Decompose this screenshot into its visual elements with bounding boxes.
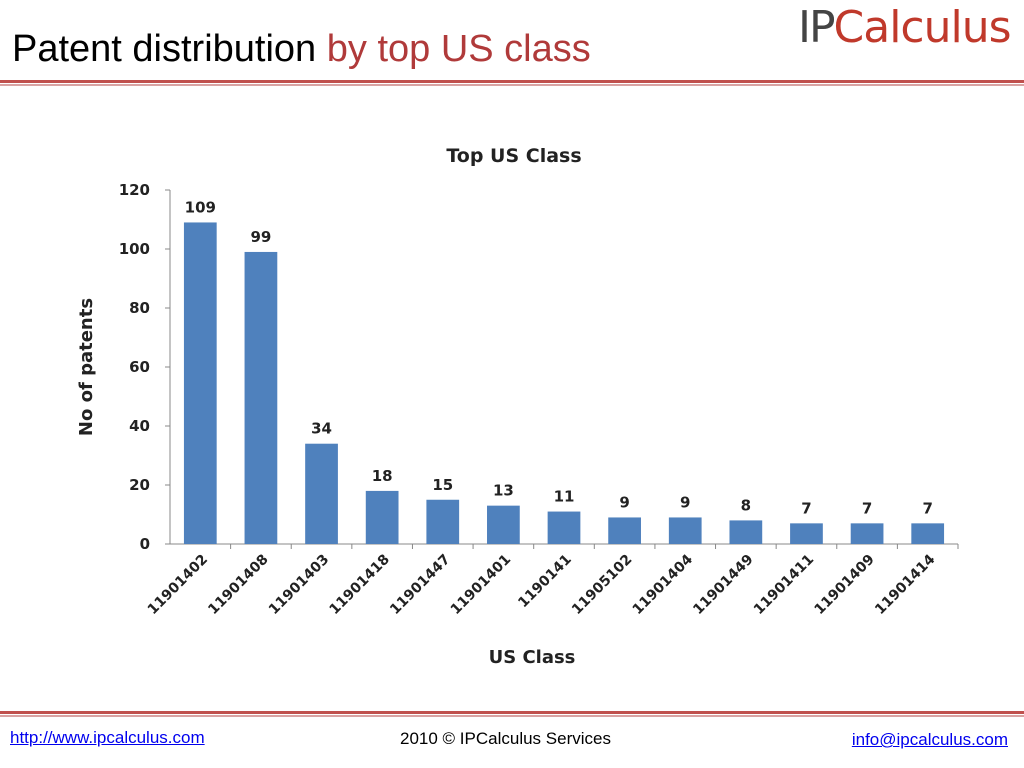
bar bbox=[305, 443, 338, 544]
bar bbox=[790, 523, 823, 544]
bar bbox=[729, 520, 763, 544]
data-label: 7 bbox=[922, 499, 932, 517]
x-tick-label: 11901418 bbox=[327, 552, 393, 618]
data-label: 11 bbox=[554, 488, 575, 506]
header-divider-light bbox=[0, 84, 1024, 86]
chart-title: Top US Class bbox=[446, 145, 581, 167]
y-tick-label: 40 bbox=[129, 417, 150, 435]
x-tick-label: 11901409 bbox=[811, 552, 877, 618]
ipcalculus-logo: IPCalculus bbox=[798, 6, 1012, 50]
x-tick-label: 11901414 bbox=[872, 551, 939, 618]
email-link[interactable]: info@ipcalculus.com bbox=[851, 730, 1008, 749]
header-divider bbox=[0, 80, 1024, 83]
bar-chart: Top US Class 0 20 40 60 80 100 120 No of patents… bbox=[76, 145, 959, 668]
x-tick-label: 11901401 bbox=[448, 552, 514, 618]
bar bbox=[244, 251, 278, 544]
x-tick-label: 1190141 bbox=[515, 552, 575, 612]
data-label: 99 bbox=[250, 228, 271, 246]
footer-divider-light bbox=[0, 715, 1024, 717]
y-tick-label: 120 bbox=[119, 181, 150, 199]
bar bbox=[183, 222, 217, 544]
bar bbox=[426, 499, 460, 544]
x-tick-label: 11905102 bbox=[569, 552, 635, 618]
y-tick-label: 100 bbox=[119, 240, 150, 258]
bar bbox=[487, 505, 520, 544]
copyright-text: 2010 © IPCalculus Services bbox=[400, 729, 611, 748]
x-tick-label: 11901404 bbox=[630, 551, 697, 618]
data-label: 18 bbox=[372, 467, 393, 485]
data-label: 34 bbox=[311, 420, 332, 438]
x-tick-label: 11901402 bbox=[145, 552, 211, 618]
y-tick-label: 80 bbox=[129, 299, 150, 317]
y-axis-label: No of patents bbox=[76, 298, 97, 436]
x-tick-label: 11901411 bbox=[751, 552, 817, 618]
y-tick-label: 60 bbox=[129, 358, 150, 376]
slide-title-accent: by top US class bbox=[326, 28, 591, 70]
x-tick-label: 11901403 bbox=[266, 552, 332, 618]
x-tick-label: 11901447 bbox=[387, 552, 453, 618]
bar bbox=[911, 523, 945, 544]
logo-calculus-text: Calculus bbox=[833, 2, 1012, 53]
y-tick-label: 20 bbox=[129, 476, 150, 494]
data-label: 109 bbox=[185, 198, 216, 216]
footer-divider bbox=[0, 711, 1024, 714]
bar bbox=[365, 490, 399, 544]
data-label: 7 bbox=[801, 499, 811, 517]
x-axis-label: US Class bbox=[489, 647, 576, 668]
y-tick-label: 0 bbox=[140, 535, 150, 553]
slide-title-main: Patent distribution bbox=[12, 28, 317, 70]
bar bbox=[850, 523, 884, 544]
data-label: 9 bbox=[619, 493, 629, 511]
data-label: 9 bbox=[680, 493, 690, 511]
slide-title: Patent distribution by top US class bbox=[12, 28, 591, 71]
data-label: 15 bbox=[432, 476, 453, 494]
x-tick-label: 11901449 bbox=[690, 552, 756, 618]
logo-ip-text: IP bbox=[798, 2, 835, 53]
bar bbox=[668, 517, 702, 544]
bar bbox=[608, 517, 641, 544]
data-label: 8 bbox=[741, 496, 751, 514]
data-label: 7 bbox=[862, 499, 872, 517]
website-link[interactable]: http://www.ipcalculus.com bbox=[10, 728, 205, 747]
x-tick-label: 11901408 bbox=[205, 552, 271, 618]
bar bbox=[547, 511, 581, 544]
data-label: 13 bbox=[493, 482, 514, 500]
